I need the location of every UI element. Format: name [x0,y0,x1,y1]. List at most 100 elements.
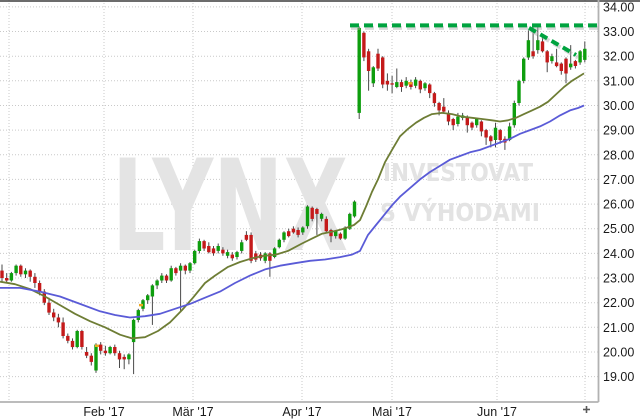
x-axis-label: Jun '17 [477,405,517,419]
candle [479,121,484,132]
candle [409,82,413,87]
candle [343,227,347,239]
candle [23,270,28,275]
candle [160,275,164,281]
candle [357,27,361,113]
y-axis-label: 23.00 [603,272,634,286]
candle [470,122,474,128]
candle [89,355,93,362]
y-axis-label: 31.00 [603,74,634,88]
candle [84,352,89,356]
grid [0,0,598,402]
candle [150,285,155,297]
candle [475,119,479,126]
candle [446,112,451,122]
y-axis-label: 20.00 [603,346,634,360]
candle [5,278,9,281]
candle [249,234,253,261]
candle [254,253,258,260]
candle [338,233,343,239]
candle [216,246,220,251]
candle [272,248,277,257]
candle [61,322,65,336]
candle [221,249,225,254]
candle [244,234,249,240]
candle [352,201,357,217]
candles-layer [0,25,587,375]
candle [164,275,169,281]
y-axis-label: 33.00 [603,25,634,39]
candle [0,270,4,278]
ma-fast-line [0,72,585,340]
candle [531,51,535,57]
candle [99,344,103,351]
ma-slow-line [0,104,585,319]
candle [66,335,70,341]
candle [136,310,140,320]
candle [197,241,202,251]
candle [578,51,582,63]
candle [423,83,427,89]
candle [376,53,380,69]
annotations-layer [95,23,599,347]
candle [19,265,23,275]
candle [395,82,399,87]
y-axis-label: 28.00 [603,148,634,162]
descending-trendline[interactable] [528,26,577,57]
watermark-tagline-1: INVESTOVAT [383,158,533,187]
candle [33,276,37,283]
y-axis-label: 21.00 [603,321,634,335]
candle [583,48,587,60]
axis-layer [0,0,640,403]
y-axis-label: 19.00 [603,370,634,384]
candle [442,106,446,112]
candle [522,58,526,81]
candle [37,283,42,292]
candle [512,103,516,126]
x-axis-label: Mai '17 [372,405,412,419]
candle [545,51,549,63]
candle [507,126,512,140]
candle [324,218,328,232]
candle [75,331,79,347]
x-axis-label: Apr '17 [282,405,321,419]
candle [418,80,422,90]
axis-labels-layer: 34.00 33.00 32.00 31.00 30.00 29.00 28.00 27.00… [83,0,634,419]
candle [127,354,131,360]
candle [230,254,234,259]
candle [291,228,296,233]
candle [310,207,314,219]
candle [569,63,573,68]
candle [122,356,126,360]
candle [80,331,84,347]
candle [174,268,178,274]
candle [211,248,216,254]
candle [437,103,441,111]
candle [484,130,488,138]
candle [263,253,267,261]
watermark-tagline-2: S VÝHODAMI [380,197,540,227]
candle [315,209,319,214]
candle [108,347,112,354]
candle [329,230,333,237]
chart-pan-handle-icon[interactable] [583,406,590,413]
candle [155,280,159,286]
candle [385,80,390,85]
y-axis-label: 24.00 [603,247,634,261]
candle [526,40,531,58]
candle [268,253,272,261]
candle [399,82,404,87]
candle [9,273,14,281]
candle [456,116,460,124]
candle [540,41,545,52]
candle [70,340,75,348]
candle [554,62,559,67]
candle [277,239,281,248]
candle [573,61,578,66]
y-axis-label: 32.00 [603,50,634,64]
candle [366,51,371,71]
candle [183,265,187,271]
candle [305,206,310,227]
candle [225,252,230,256]
